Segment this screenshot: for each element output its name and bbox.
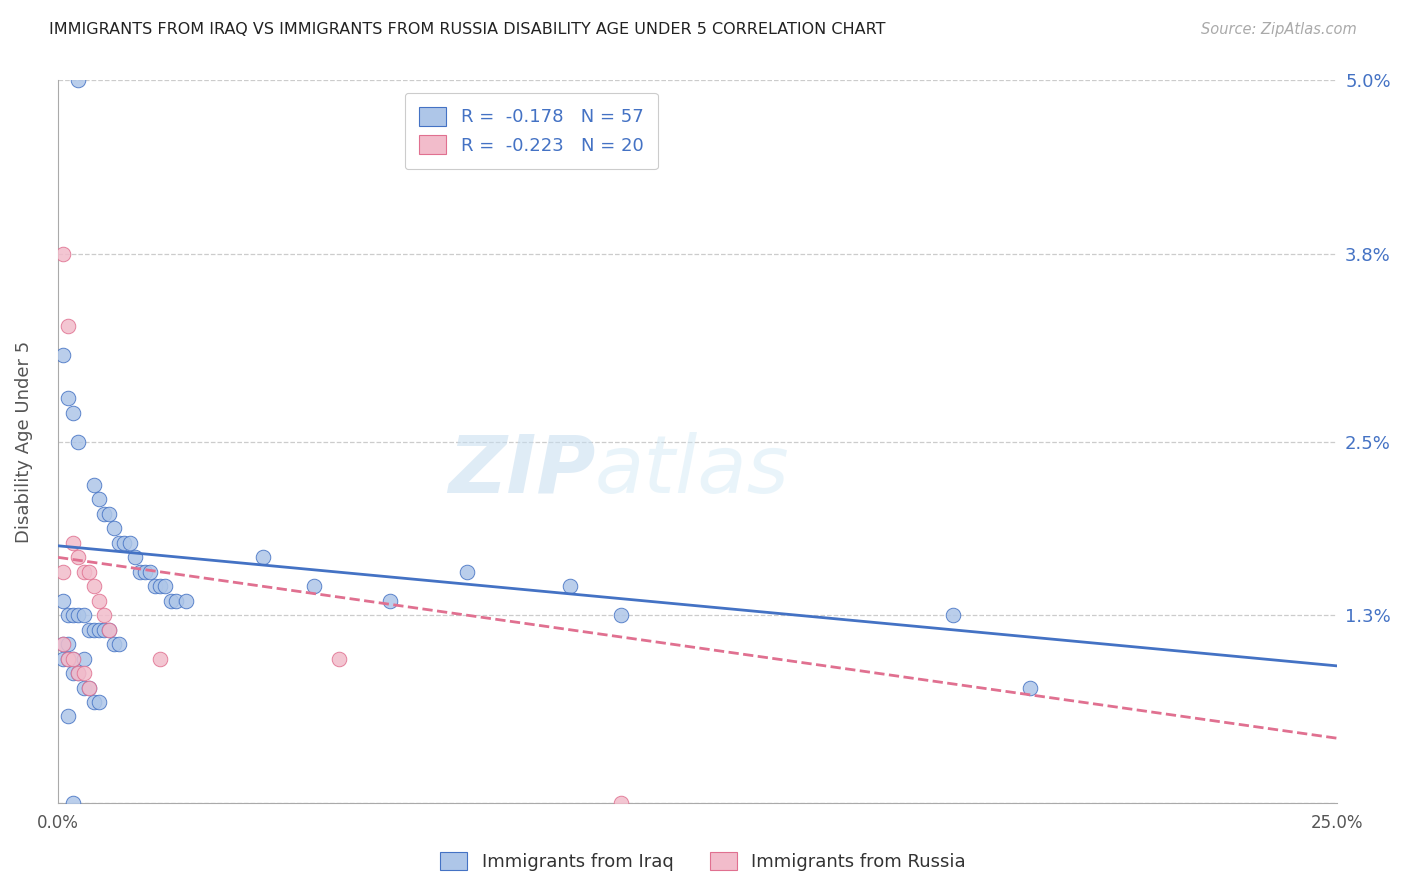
- Point: [98, 623, 121, 637]
- Point: [52, 565, 75, 579]
- Point: [77, 681, 100, 695]
- Point: [58, 608, 80, 623]
- Point: [252, 550, 274, 565]
- Point: [124, 550, 146, 565]
- Y-axis label: Disability Age Under 5: Disability Age Under 5: [15, 341, 32, 542]
- Point: [52, 246, 75, 260]
- Point: [328, 651, 350, 665]
- Point: [139, 565, 162, 579]
- Point: [1018, 681, 1040, 695]
- Point: [52, 637, 75, 651]
- Point: [93, 507, 115, 521]
- Point: [98, 623, 121, 637]
- Point: [456, 565, 478, 579]
- Point: [155, 579, 177, 593]
- Point: [87, 492, 110, 507]
- Point: [83, 623, 105, 637]
- Point: [62, 797, 84, 811]
- Point: [609, 797, 631, 811]
- Point: [128, 565, 150, 579]
- Legend: R =  -0.178   N = 57, R =  -0.223   N = 20: R = -0.178 N = 57, R = -0.223 N = 20: [405, 93, 658, 169]
- Point: [83, 579, 105, 593]
- Text: ZIP: ZIP: [447, 432, 595, 509]
- Point: [67, 666, 90, 681]
- Point: [62, 666, 84, 681]
- Point: [87, 695, 110, 709]
- Point: [83, 478, 105, 492]
- Point: [62, 651, 84, 665]
- Point: [72, 565, 94, 579]
- Text: IMMIGRANTS FROM IRAQ VS IMMIGRANTS FROM RUSSIA DISABILITY AGE UNDER 5 CORRELATIO: IMMIGRANTS FROM IRAQ VS IMMIGRANTS FROM …: [49, 22, 886, 37]
- Point: [93, 623, 115, 637]
- Point: [380, 594, 402, 608]
- Point: [62, 406, 84, 420]
- Legend: Immigrants from Iraq, Immigrants from Russia: Immigrants from Iraq, Immigrants from Ru…: [433, 845, 973, 879]
- Point: [93, 608, 115, 623]
- Point: [143, 579, 166, 593]
- Point: [52, 594, 75, 608]
- Point: [52, 651, 75, 665]
- Point: [58, 637, 80, 651]
- Point: [52, 637, 75, 651]
- Point: [103, 521, 125, 535]
- Point: [87, 594, 110, 608]
- Point: [58, 651, 80, 665]
- Point: [58, 651, 80, 665]
- Point: [609, 608, 631, 623]
- Text: Source: ZipAtlas.com: Source: ZipAtlas.com: [1201, 22, 1357, 37]
- Point: [134, 565, 156, 579]
- Point: [58, 709, 80, 723]
- Point: [67, 73, 90, 87]
- Point: [62, 651, 84, 665]
- Point: [118, 536, 141, 550]
- Point: [558, 579, 581, 593]
- Point: [149, 651, 172, 665]
- Point: [159, 594, 181, 608]
- Point: [114, 536, 136, 550]
- Point: [108, 536, 131, 550]
- Point: [58, 318, 80, 333]
- Point: [67, 608, 90, 623]
- Point: [83, 695, 105, 709]
- Point: [942, 608, 965, 623]
- Point: [72, 608, 94, 623]
- Point: [58, 391, 80, 405]
- Point: [98, 507, 121, 521]
- Point: [72, 666, 94, 681]
- Point: [62, 536, 84, 550]
- Point: [302, 579, 325, 593]
- Point: [77, 565, 100, 579]
- Point: [72, 651, 94, 665]
- Point: [108, 637, 131, 651]
- Point: [77, 681, 100, 695]
- Point: [67, 550, 90, 565]
- Point: [165, 594, 187, 608]
- Point: [52, 348, 75, 362]
- Point: [149, 579, 172, 593]
- Point: [77, 623, 100, 637]
- Point: [174, 594, 197, 608]
- Point: [67, 434, 90, 449]
- Text: atlas: atlas: [595, 432, 790, 509]
- Point: [72, 681, 94, 695]
- Point: [67, 666, 90, 681]
- Point: [62, 608, 84, 623]
- Point: [103, 637, 125, 651]
- Point: [87, 623, 110, 637]
